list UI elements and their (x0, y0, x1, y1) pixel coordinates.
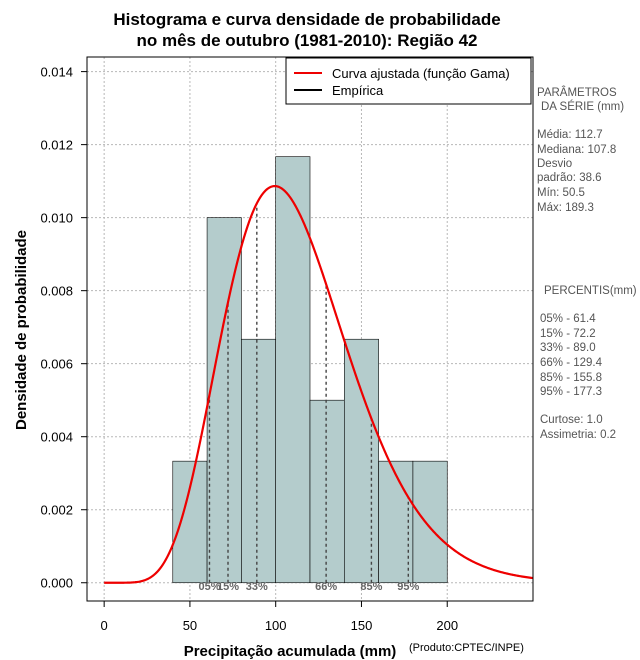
percentile-label-66: 66% (315, 581, 337, 593)
percentile-lines: 05%15% 33% 66% 85% 95% (198, 203, 420, 593)
y-tick-label-2: 0.004 (40, 430, 73, 445)
percentil-95: 95% - 177.3 (540, 386, 602, 398)
plot-frame (86, 56, 534, 602)
histogram-bar-7 (412, 460, 448, 584)
y-tick-label-4: 0.008 (40, 284, 73, 299)
chart-title-line-2: no mês de outubro (1981-2010): Região 42 (136, 31, 477, 50)
percentile-label-15: 15% (217, 581, 239, 593)
gamma-fit-curve (104, 184, 534, 584)
x-tick-label-3: 150 (351, 618, 373, 633)
percentile-label-33: 33% (246, 581, 268, 593)
legend-box (285, 57, 532, 105)
x-axis-label: Precipitação acumulada (mm) (184, 643, 397, 660)
percentil-33: 33% - 89.0 (540, 342, 596, 354)
params-title-1: PARÂMETROS (537, 86, 617, 99)
y-tick-label-7: 0.014 (40, 65, 73, 80)
y-tick-label-1: 0.002 (40, 503, 73, 518)
legend-empirical-label: Empírica (332, 83, 384, 98)
x-tick-label-4: 200 (436, 618, 458, 633)
y-tick-label-0: 0.000 (40, 576, 73, 591)
gamma-curve-layer (104, 184, 534, 584)
percentile-label-85: 85% (360, 581, 382, 593)
x-tick-label-0: 0 (101, 618, 108, 633)
percentile-label-05: 05% (198, 581, 220, 593)
y-axis-label: Densidade de probabilidade (13, 230, 30, 430)
stat-desvio-1: Desvio (537, 158, 572, 170)
y-tick-label-5: 0.010 (40, 211, 73, 226)
legend: Curva ajustada (função Gama) Empírica (285, 57, 532, 105)
stat-max: Máx: 189.3 (537, 202, 594, 214)
stat-assimetria: Assimetria: 0.2 (540, 429, 616, 441)
histogram-bar-6 (378, 460, 414, 584)
histogram-bar-4 (309, 399, 345, 584)
stat-media: Média: 112.7 (537, 129, 603, 141)
y-tick-label-6: 0.012 (40, 138, 73, 153)
histogram-bar-1 (206, 217, 242, 584)
percentil-15: 15% - 72.2 (540, 328, 596, 340)
histogram-bar-0 (172, 460, 208, 584)
params-title-2: DA SÉRIE (mm) (541, 100, 624, 113)
histogram-bar-2 (241, 338, 276, 584)
legend-fit-label: Curva ajustada (função Gama) (332, 66, 510, 81)
histogram-bars (172, 156, 448, 584)
x-tick-label-1: 50 (183, 618, 197, 633)
stat-desvio-2: padrão: 38.6 (537, 172, 602, 184)
product-credit: (Produto:CPTEC/INPE) (409, 642, 524, 654)
percentil-05: 05% - 61.4 (540, 313, 596, 325)
histogram-bar-3 (275, 156, 311, 584)
percentis-title: PERCENTIS(mm) (544, 285, 637, 297)
stat-min: Mín: 50.5 (537, 187, 585, 199)
stat-mediana: Mediana: 107.8 (537, 144, 616, 156)
percentile-label-95: 95% (397, 581, 419, 593)
side-panel: PARÂMETROS DA SÉRIE (mm) Média: 112.7 Me… (537, 86, 637, 441)
x-tick-label-2: 100 (265, 618, 287, 633)
chart-title-line-1: Histograma e curva densidade de probabil… (113, 10, 500, 29)
y-tick-label-3: 0.006 (40, 357, 73, 372)
percentil-66: 66% - 129.4 (540, 357, 603, 369)
percentil-85: 85% - 155.8 (540, 372, 602, 384)
stat-curtose: Curtose: 1.0 (540, 414, 603, 426)
histogram-bar-5 (344, 338, 379, 584)
axes: 0 50 100 150 200 0.000 0.002 0.004 0.006 0.008 0.0… (40, 65, 458, 633)
